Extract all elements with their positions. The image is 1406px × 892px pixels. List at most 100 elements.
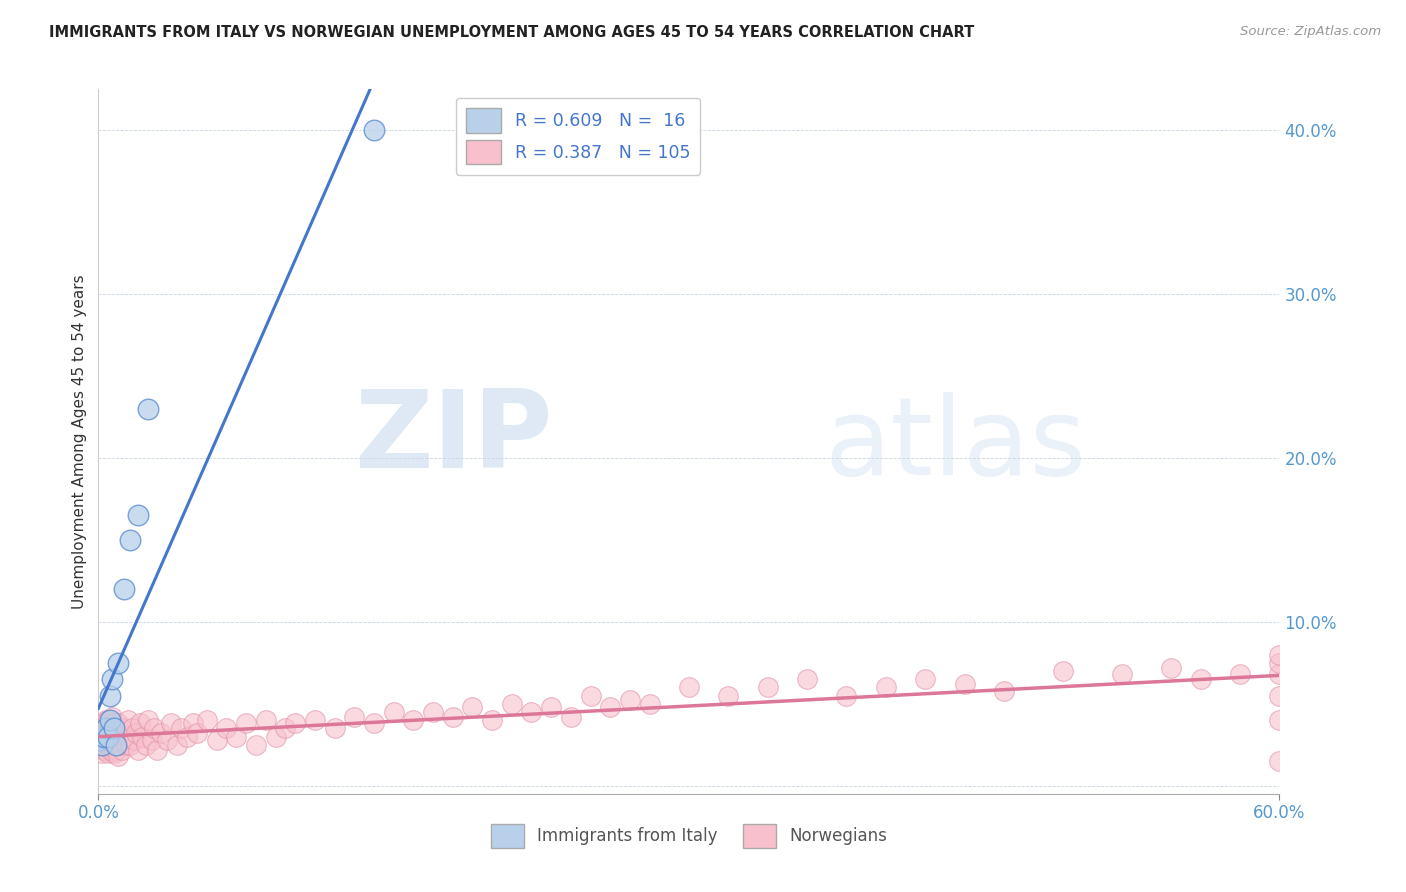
Point xyxy=(96,738,118,752)
Point xyxy=(205,732,228,747)
Point xyxy=(98,716,121,731)
Point xyxy=(107,749,129,764)
Point xyxy=(97,713,120,727)
Point xyxy=(98,732,121,747)
Point xyxy=(186,726,208,740)
Point xyxy=(127,508,149,523)
Point xyxy=(107,716,129,731)
Point xyxy=(112,582,135,596)
Point xyxy=(1268,713,1291,727)
Point xyxy=(117,730,139,744)
Point xyxy=(91,738,114,752)
Point xyxy=(101,738,124,752)
Point xyxy=(93,730,115,744)
Point xyxy=(215,722,238,736)
Point xyxy=(953,677,976,691)
Y-axis label: Unemployment Among Ages 45 to 54 years: Unemployment Among Ages 45 to 54 years xyxy=(72,274,87,609)
Point xyxy=(166,738,188,752)
Point xyxy=(1189,672,1212,686)
Point xyxy=(402,713,425,727)
Point xyxy=(118,738,141,752)
Point xyxy=(599,700,621,714)
Point xyxy=(1268,754,1291,768)
Point xyxy=(96,713,118,727)
Point xyxy=(461,700,484,714)
Point xyxy=(756,681,779,695)
Point xyxy=(225,730,247,744)
Point xyxy=(136,401,159,416)
Point xyxy=(115,738,138,752)
Point xyxy=(638,697,661,711)
Point xyxy=(131,730,153,744)
Point xyxy=(579,689,602,703)
Point xyxy=(112,732,135,747)
Point xyxy=(97,746,120,760)
Point xyxy=(118,533,141,547)
Point xyxy=(284,716,307,731)
Point xyxy=(717,689,740,703)
Point xyxy=(560,710,582,724)
Point xyxy=(107,738,129,752)
Point xyxy=(111,742,134,756)
Point xyxy=(93,742,115,756)
Point xyxy=(136,713,159,727)
Point xyxy=(98,713,121,727)
Point xyxy=(107,656,129,670)
Point xyxy=(105,726,128,740)
Point xyxy=(97,722,120,736)
Point xyxy=(108,732,131,747)
Point xyxy=(678,681,700,695)
Point xyxy=(875,681,897,695)
Point xyxy=(481,713,503,727)
Point xyxy=(520,705,543,719)
Point xyxy=(304,713,326,727)
Point xyxy=(142,722,165,736)
Point xyxy=(101,710,124,724)
Point xyxy=(103,716,125,731)
Point xyxy=(125,726,148,740)
Text: atlas: atlas xyxy=(825,392,1087,498)
Point xyxy=(382,705,405,719)
Point xyxy=(121,722,143,736)
Point xyxy=(96,726,118,740)
Point xyxy=(97,730,120,744)
Text: ZIP: ZIP xyxy=(354,385,553,491)
Point xyxy=(150,726,173,740)
Point xyxy=(156,732,179,747)
Point xyxy=(1268,689,1291,703)
Point xyxy=(441,710,464,724)
Point xyxy=(98,689,121,703)
Point xyxy=(89,732,111,747)
Point xyxy=(96,722,118,736)
Point xyxy=(796,672,818,686)
Point xyxy=(93,730,115,744)
Point xyxy=(170,722,193,736)
Point xyxy=(101,672,124,686)
Point xyxy=(181,716,204,731)
Point xyxy=(103,722,125,736)
Point xyxy=(117,713,139,727)
Point xyxy=(264,730,287,744)
Point xyxy=(135,738,157,752)
Point xyxy=(1268,656,1291,670)
Point xyxy=(103,732,125,747)
Point xyxy=(97,738,120,752)
Point xyxy=(105,738,128,752)
Point xyxy=(254,713,277,727)
Point xyxy=(141,732,163,747)
Point xyxy=(98,742,121,756)
Point xyxy=(245,738,267,752)
Point xyxy=(89,730,111,744)
Point xyxy=(1268,667,1291,681)
Point xyxy=(274,722,297,736)
Point xyxy=(1111,667,1133,681)
Point xyxy=(91,722,114,736)
Point xyxy=(993,683,1015,698)
Point xyxy=(146,742,169,756)
Point xyxy=(1052,664,1074,678)
Point xyxy=(97,730,120,744)
Point xyxy=(422,705,444,719)
Point xyxy=(127,742,149,756)
Point xyxy=(93,716,115,731)
Point xyxy=(1229,667,1251,681)
